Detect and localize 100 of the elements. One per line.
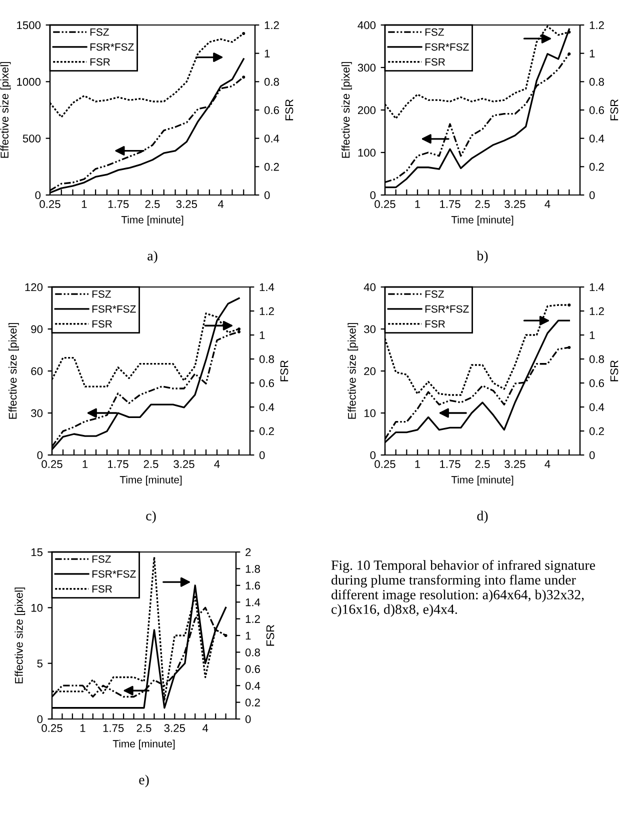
y2-axis-title: FSR: [610, 360, 618, 382]
legend-label: FSR: [92, 320, 112, 328]
y2-tick-label: 0.8: [589, 78, 604, 86]
y2-tick-label: 1.6: [246, 582, 260, 590]
y2-tick-label: 1.2: [246, 615, 260, 623]
x-tick-label: 1.75: [108, 200, 129, 208]
legend-label: FSZ: [90, 28, 109, 36]
y-tick-label: 1500: [17, 21, 41, 30]
y2-tick-label: 0: [245, 715, 251, 724]
y-tick-label: 200: [358, 106, 376, 114]
y2-tick-label: 0: [589, 451, 595, 460]
y-tick-label: 90: [31, 325, 43, 334]
x-axis-title: Time [minute]: [121, 216, 184, 226]
y2-tick-label: 0.4: [589, 403, 604, 412]
legend-label: FSR*FSZ: [92, 305, 136, 313]
y-tick-label: 40: [364, 283, 376, 292]
y2-tick-label: 2: [246, 548, 251, 556]
y2-tick-label: 0.2: [589, 427, 604, 436]
legend-label: FSR: [425, 58, 445, 66]
y2-tick-label: 0.2: [264, 162, 279, 171]
legend-label: FSZ: [425, 28, 444, 36]
y2-tick-label: 0.4: [589, 134, 604, 142]
x-tick-label: 1.75: [440, 460, 460, 468]
legend-label: FSZ: [92, 290, 111, 298]
y-tick-label: 500: [22, 134, 41, 142]
x-tick-label: 0.25: [42, 724, 62, 732]
x-tick-label: 1: [82, 460, 88, 468]
legend-label: FSZ: [92, 555, 111, 563]
text: b): [476, 250, 488, 264]
y2-tick-label: 1: [590, 50, 595, 58]
y2-tick-label: 1.2: [590, 307, 604, 316]
x-tick-label: 3.25: [504, 200, 526, 208]
x-tick-label: 1.75: [440, 200, 460, 208]
y-tick-label: 15: [31, 548, 43, 556]
y-tick-label: 0: [370, 451, 376, 460]
x-tick-label: 1.75: [108, 460, 128, 468]
y2-tick-label: 0.6: [589, 379, 604, 388]
x-tick-label: 3.25: [176, 200, 198, 208]
x-tick-label: 4: [544, 200, 550, 208]
y2-tick-label: 0.4: [264, 134, 280, 142]
y-tick-label: 0: [37, 715, 43, 724]
y2-tick-label: 1.2: [590, 21, 604, 30]
x-tick-label: 1: [415, 200, 420, 208]
text: a): [148, 250, 158, 264]
legend-label: FSR: [425, 320, 445, 328]
legend-label: FSR: [90, 58, 110, 66]
x-axis-title: Time [minute]: [120, 476, 182, 486]
y-tick-label: 20: [364, 367, 376, 376]
legend-label: FSR: [92, 585, 112, 593]
y-tick-label: 0: [37, 451, 43, 460]
y-tick-label: 30: [364, 325, 376, 334]
y-axis-title: Effective size [pixel]: [0, 62, 11, 158]
y-axis-title: Effective size [pixel]: [342, 62, 352, 158]
y2-tick-label: 0.6: [259, 379, 274, 388]
y-tick-label: 1000: [17, 78, 41, 86]
x-tick-label: 0.25: [374, 460, 396, 468]
legend-label: FSR*FSZ: [425, 43, 469, 51]
legend-label: FSR*FSZ: [92, 570, 136, 578]
x-tick-label: 1: [415, 460, 420, 468]
x-axis-title: Time [minute]: [112, 740, 175, 750]
y-axis-title: Effective size [pixel]: [8, 323, 19, 419]
y-tick-label: 5: [37, 660, 43, 668]
y2-tick-label: 0.8: [259, 355, 274, 364]
caption: Fig. 10 Temporal behavior of infrared signature during plume transforming into flame under different image resolution: a)64x64, b)32x32, c)16x16, d)8x8, e)4x4.: [331, 560, 596, 617]
y2-tick-label: 0.6: [589, 106, 604, 114]
x-tick-label: 4: [544, 460, 550, 468]
y-tick-label: 300: [358, 64, 376, 72]
x-tick-label: 1.75: [103, 724, 124, 732]
y2-tick-label: 0.8: [264, 78, 279, 86]
text: c): [146, 510, 156, 524]
x-tick-label: 3.25: [504, 460, 526, 468]
y2-tick-label: 1.4: [590, 283, 604, 292]
y2-tick-label: 0.4: [245, 682, 260, 690]
x-tick-label: 0.25: [374, 200, 396, 208]
x-tick-label: 1: [80, 724, 86, 732]
y2-tick-label: 1: [246, 632, 251, 640]
y2-axis-title: FSR: [266, 624, 274, 646]
x-tick-label: 1: [82, 200, 87, 208]
y-axis-title: Effective size [pixel]: [14, 588, 26, 684]
y2-tick-label: 1.2: [260, 307, 274, 316]
y2-tick-label: 0.2: [245, 698, 260, 706]
x-tick-label: 4: [214, 460, 220, 468]
y-tick-label: 10: [31, 604, 43, 612]
y2-tick-label: 1.4: [246, 598, 260, 606]
text: e): [139, 774, 149, 788]
y-tick-label: 10: [364, 409, 376, 418]
y2-axis-title: FSR: [610, 99, 618, 120]
y2-tick-label: 0.6: [264, 106, 279, 114]
x-axis-title: Time [minute]: [451, 476, 514, 486]
x-tick-label: 4: [202, 724, 208, 732]
text: d): [477, 510, 488, 524]
y2-tick-label: 1: [590, 331, 595, 340]
y-tick-label: 400: [358, 21, 376, 30]
legend-label: FSR*FSZ: [90, 43, 134, 51]
y2-axis-title: FSR: [285, 99, 294, 120]
y2-tick-label: 0.4: [259, 403, 274, 412]
y2-tick-label: 0.2: [589, 162, 604, 171]
x-tick-label: 2.5: [145, 200, 160, 208]
y2-tick-label: 0: [259, 451, 265, 460]
y-tick-label: 0: [35, 191, 41, 200]
